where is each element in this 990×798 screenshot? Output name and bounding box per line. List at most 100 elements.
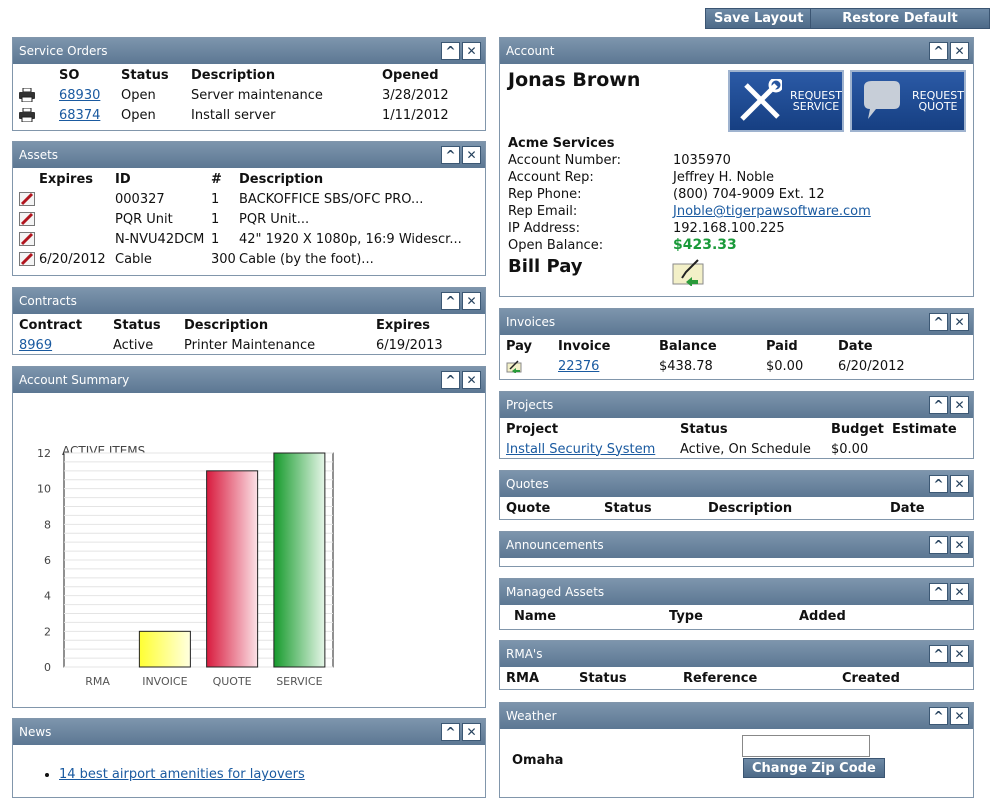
widget-title: Assets	[19, 148, 59, 162]
minimize-icon[interactable]: ^	[929, 536, 948, 554]
description-cell: Cable (by the foot)...	[239, 251, 374, 267]
service-order-link[interactable]: 68930	[59, 87, 101, 103]
column-header: Reference	[683, 671, 758, 686]
account-name: Jonas Brown	[508, 69, 641, 91]
close-icon[interactable]: ✕	[462, 371, 481, 389]
close-icon[interactable]: ✕	[950, 313, 969, 331]
status-cell: Open	[121, 87, 156, 103]
table-row: 000327 1 BACKOFFICE SBS/OFC PRO...	[19, 189, 479, 209]
widget-header: Invoices ^ ✕	[500, 309, 973, 335]
minimize-icon[interactable]: ^	[441, 292, 460, 310]
column-header: Description	[191, 68, 276, 83]
close-icon[interactable]: ✕	[950, 475, 969, 493]
service-request-icon[interactable]	[19, 232, 35, 246]
minimize-icon[interactable]: ^	[441, 371, 460, 389]
expires-cell	[39, 229, 115, 249]
printer-icon[interactable]	[19, 107, 35, 123]
widget-title: News	[19, 725, 52, 739]
service-request-icon[interactable]	[19, 192, 35, 206]
close-icon[interactable]: ✕	[950, 645, 969, 663]
minimize-icon[interactable]: ^	[929, 707, 948, 725]
widget-header: RMA's ^ ✕	[500, 641, 973, 667]
column-header: RMA	[506, 671, 540, 686]
column-header: Status	[680, 422, 728, 437]
field-label: Rep Phone:	[508, 187, 582, 202]
close-icon[interactable]: ✕	[462, 146, 481, 164]
field-label: Open Balance:	[508, 238, 604, 253]
expires-cell: 6/19/2013	[376, 337, 443, 353]
service-orders-widget: Service Orders ^ ✕ SO Status Description …	[12, 37, 486, 131]
ip-address: 192.168.100.225	[673, 221, 785, 236]
close-icon[interactable]: ✕	[462, 723, 481, 741]
column-header: Status	[113, 318, 161, 333]
company-name: Acme Services	[508, 136, 615, 151]
column-header: Estimate	[892, 422, 957, 437]
news-link[interactable]: 14 best airport amenities for layovers	[59, 767, 305, 782]
change-zip-code-button[interactable]: Change Zip Code	[743, 758, 885, 778]
bill-pay-icon[interactable]	[672, 256, 706, 290]
service-order-link[interactable]: 68374	[59, 107, 101, 123]
minimize-icon[interactable]: ^	[929, 396, 948, 414]
minimize-icon[interactable]: ^	[441, 42, 460, 60]
rep-email-link[interactable]: Jnoble@tigerpawsoftware.com	[673, 204, 871, 219]
minimize-icon[interactable]: ^	[929, 583, 948, 601]
widget-title: Announcements	[506, 538, 604, 552]
close-icon[interactable]: ✕	[950, 536, 969, 554]
field-label: Rep Email:	[508, 204, 578, 219]
open-balance: $423.33	[673, 237, 737, 253]
request-service-line1: REQUEST	[790, 89, 842, 102]
account-rep: Jeffrey H. Noble	[673, 170, 775, 185]
quotes-widget: Quotes ^ ✕ Quote Status Description Date	[499, 470, 974, 520]
save-layout-button[interactable]: Save Layout	[705, 8, 813, 29]
request-service-button[interactable]: REQUEST SERVICE	[728, 70, 844, 132]
close-icon[interactable]: ✕	[950, 42, 969, 60]
description-cell: Install server	[191, 107, 276, 123]
close-icon[interactable]: ✕	[950, 396, 969, 414]
expires-cell	[39, 189, 115, 209]
request-quote-button[interactable]: REQUEST QUOTE	[850, 70, 966, 132]
minimize-icon[interactable]: ^	[441, 146, 460, 164]
close-icon[interactable]: ✕	[950, 583, 969, 601]
bill-pay-label: Bill Pay	[508, 256, 583, 277]
restore-default-layout-button[interactable]: Restore Default Layout	[810, 8, 990, 45]
minimize-icon[interactable]: ^	[929, 475, 948, 493]
close-icon[interactable]: ✕	[950, 707, 969, 725]
invoice-link[interactable]: 22376	[558, 358, 600, 374]
minimize-icon[interactable]: ^	[929, 645, 948, 663]
column-header: Expires	[376, 318, 430, 333]
description-cell: BACKOFFICE SBS/OFC PRO...	[239, 191, 424, 207]
printer-icon[interactable]	[19, 87, 35, 103]
y-tick-label: 8	[44, 518, 51, 531]
close-icon[interactable]: ✕	[462, 42, 481, 60]
widget-title: Managed Assets	[506, 585, 605, 599]
weather-widget: Weather ^ ✕ Omaha Change Zip Code	[499, 702, 974, 798]
projects-widget: Projects ^ ✕ Project Status Budget Estima…	[499, 391, 974, 459]
x-tick-label: INVOICE	[142, 675, 187, 688]
account-widget: Account ^ ✕ Jonas Brown REQUEST SERVICE R…	[499, 37, 974, 297]
balance-cell: $438.78	[659, 358, 713, 374]
pay-icon[interactable]	[506, 359, 522, 374]
widget-title: Account Summary	[19, 373, 130, 387]
close-icon[interactable]: ✕	[462, 292, 481, 310]
column-header: Description	[708, 501, 793, 516]
minimize-icon[interactable]: ^	[929, 313, 948, 331]
widget-header: Announcements ^ ✕	[500, 532, 973, 558]
widget-title: Invoices	[506, 315, 556, 329]
table-row: 22376 $438.78 $0.00 6/20/2012	[506, 356, 938, 376]
widget-header: Contracts ^ ✕	[13, 288, 485, 314]
contract-link[interactable]: 8969	[19, 337, 53, 353]
minimize-icon[interactable]: ^	[441, 723, 460, 741]
opened-cell: 1/11/2012	[382, 107, 449, 123]
service-request-icon[interactable]	[19, 212, 35, 226]
service-request-icon[interactable]	[19, 252, 35, 266]
zip-code-input[interactable]	[742, 735, 870, 757]
y-tick-label: 6	[44, 554, 51, 567]
request-service-line2: SERVICE	[792, 100, 840, 113]
column-header: Date	[890, 501, 925, 516]
opened-cell: 3/28/2012	[382, 87, 449, 103]
column-header: SO	[59, 68, 80, 83]
column-header: Status	[579, 671, 627, 686]
project-link[interactable]: Install Security System	[506, 441, 656, 457]
table-row: Install Security System Active, On Sched…	[506, 439, 962, 459]
minimize-icon[interactable]: ^	[929, 42, 948, 60]
